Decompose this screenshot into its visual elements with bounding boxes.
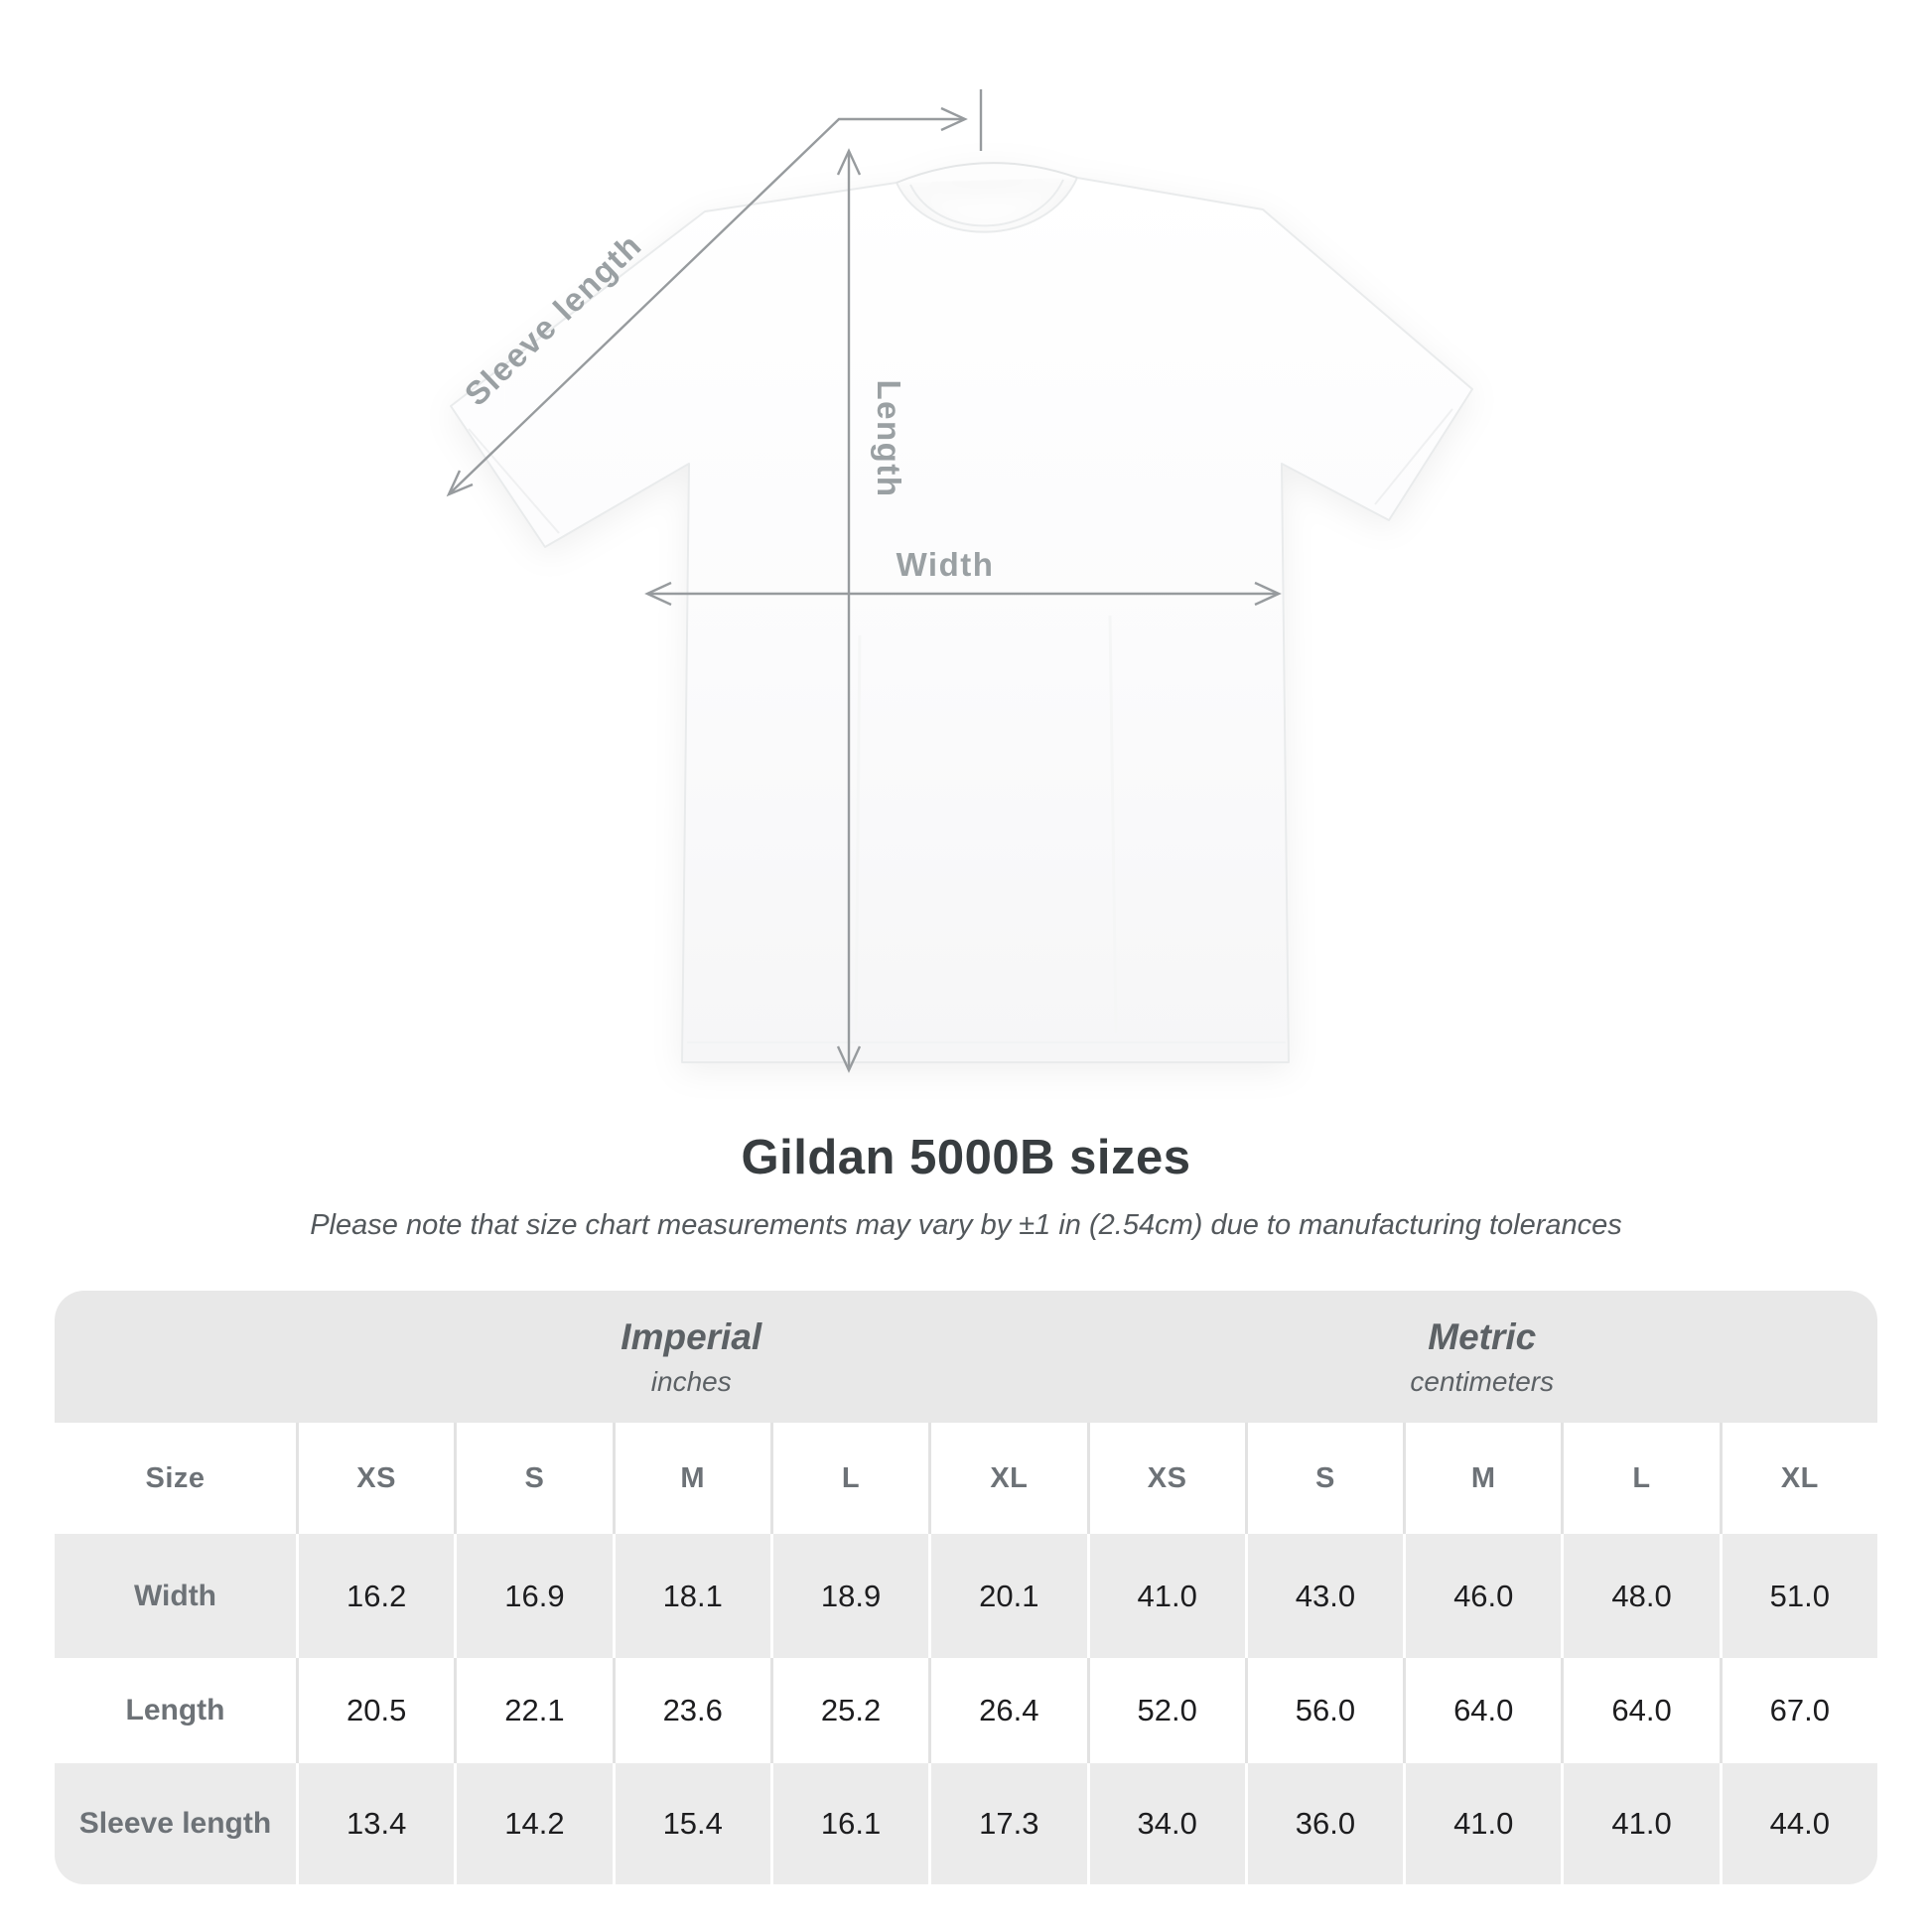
value-cell: 17.3 bbox=[928, 1763, 1086, 1884]
table-row-width: Width 16.2 16.9 18.1 18.9 20.1 41.0 43.0… bbox=[55, 1534, 1877, 1658]
col-header: XL bbox=[928, 1423, 1086, 1534]
value-cell: 18.1 bbox=[612, 1534, 770, 1658]
unit-band-spacer bbox=[55, 1291, 296, 1423]
value-cell: 22.1 bbox=[454, 1658, 612, 1763]
width-label: Width bbox=[897, 546, 995, 583]
value-cell: 15.4 bbox=[612, 1763, 770, 1884]
metric-label: Metric bbox=[1428, 1315, 1537, 1357]
metric-header: Metric centimeters bbox=[1087, 1291, 1878, 1423]
collar-back bbox=[896, 162, 1078, 184]
width-arrow bbox=[644, 581, 1282, 607]
value-cell: 52.0 bbox=[1086, 1658, 1245, 1763]
unit-header-band: Imperial inches Metric centimeters bbox=[55, 1291, 1877, 1423]
col-header: M bbox=[612, 1423, 770, 1534]
col-header: M bbox=[1403, 1423, 1561, 1534]
value-cell: 51.0 bbox=[1719, 1534, 1877, 1658]
table-row-length: Length 20.5 22.1 23.6 25.2 26.4 52.0 56.… bbox=[55, 1658, 1877, 1763]
value-cell: 64.0 bbox=[1403, 1658, 1561, 1763]
imperial-header: Imperial inches bbox=[296, 1291, 1087, 1423]
row-label: Sleeve length bbox=[78, 1807, 272, 1840]
sleeve-length-arrow bbox=[446, 89, 983, 497]
collar-rib bbox=[909, 179, 1064, 227]
imperial-label: Imperial bbox=[621, 1315, 762, 1357]
value-cell: 67.0 bbox=[1719, 1658, 1877, 1763]
col-header: L bbox=[1561, 1423, 1719, 1534]
tshirt-measurement-diagram: Sleeve length Length Width bbox=[446, 89, 1473, 1073]
value-cell: 16.9 bbox=[454, 1534, 612, 1658]
value-cell: 13.4 bbox=[296, 1763, 454, 1884]
imperial-sublabel: inches bbox=[650, 1365, 732, 1397]
col-header: S bbox=[1244, 1423, 1403, 1534]
tshirt-diagram-svg: Sleeve length Length Width bbox=[446, 89, 1473, 1073]
value-cell: 34.0 bbox=[1086, 1763, 1245, 1884]
value-cell: 48.0 bbox=[1561, 1534, 1719, 1658]
value-cell: 14.2 bbox=[454, 1763, 612, 1884]
col-header: L bbox=[769, 1423, 928, 1534]
value-cell: 36.0 bbox=[1244, 1763, 1403, 1884]
col-header: XL bbox=[1719, 1423, 1877, 1534]
col-header: S bbox=[454, 1423, 612, 1534]
value-cell: 26.4 bbox=[928, 1658, 1086, 1763]
value-cell: 16.1 bbox=[769, 1763, 928, 1884]
col-header: XS bbox=[1086, 1423, 1245, 1534]
size-header-row: Size XS S M L XL XS S M L XL bbox=[55, 1423, 1877, 1534]
value-cell: 20.1 bbox=[928, 1534, 1086, 1658]
value-cell: 44.0 bbox=[1719, 1763, 1877, 1884]
value-cell: 41.0 bbox=[1561, 1763, 1719, 1884]
value-cell: 18.9 bbox=[769, 1534, 928, 1658]
value-cell: 23.6 bbox=[612, 1658, 770, 1763]
row-label: Width bbox=[133, 1579, 217, 1612]
length-label: Length bbox=[871, 380, 907, 498]
value-cell: 41.0 bbox=[1086, 1534, 1245, 1658]
value-cell: 16.2 bbox=[296, 1534, 454, 1658]
metric-sublabel: centimeters bbox=[1410, 1365, 1555, 1397]
value-cell: 64.0 bbox=[1561, 1658, 1719, 1763]
page-title: Gildan 5000B sizes bbox=[741, 1131, 1191, 1184]
value-cell: 41.0 bbox=[1403, 1763, 1561, 1884]
value-cell: 46.0 bbox=[1403, 1534, 1561, 1658]
size-chart-table: Imperial inches Metric centimeters Size … bbox=[55, 1291, 1877, 1884]
length-arrow bbox=[836, 148, 862, 1073]
value-cell: 56.0 bbox=[1244, 1658, 1403, 1763]
row-label: Length bbox=[125, 1694, 225, 1726]
value-cell: 20.5 bbox=[296, 1658, 454, 1763]
value-cell: 25.2 bbox=[769, 1658, 928, 1763]
table-row-sleeve-length: Sleeve length 13.4 14.2 15.4 16.1 17.3 3… bbox=[55, 1763, 1877, 1884]
tolerance-note: Please note that size chart measurements… bbox=[310, 1209, 1622, 1241]
size-header-cell: Size bbox=[145, 1461, 206, 1494]
col-header: XS bbox=[296, 1423, 454, 1534]
tshirt-graphic bbox=[450, 162, 1473, 1063]
value-cell: 43.0 bbox=[1244, 1534, 1403, 1658]
